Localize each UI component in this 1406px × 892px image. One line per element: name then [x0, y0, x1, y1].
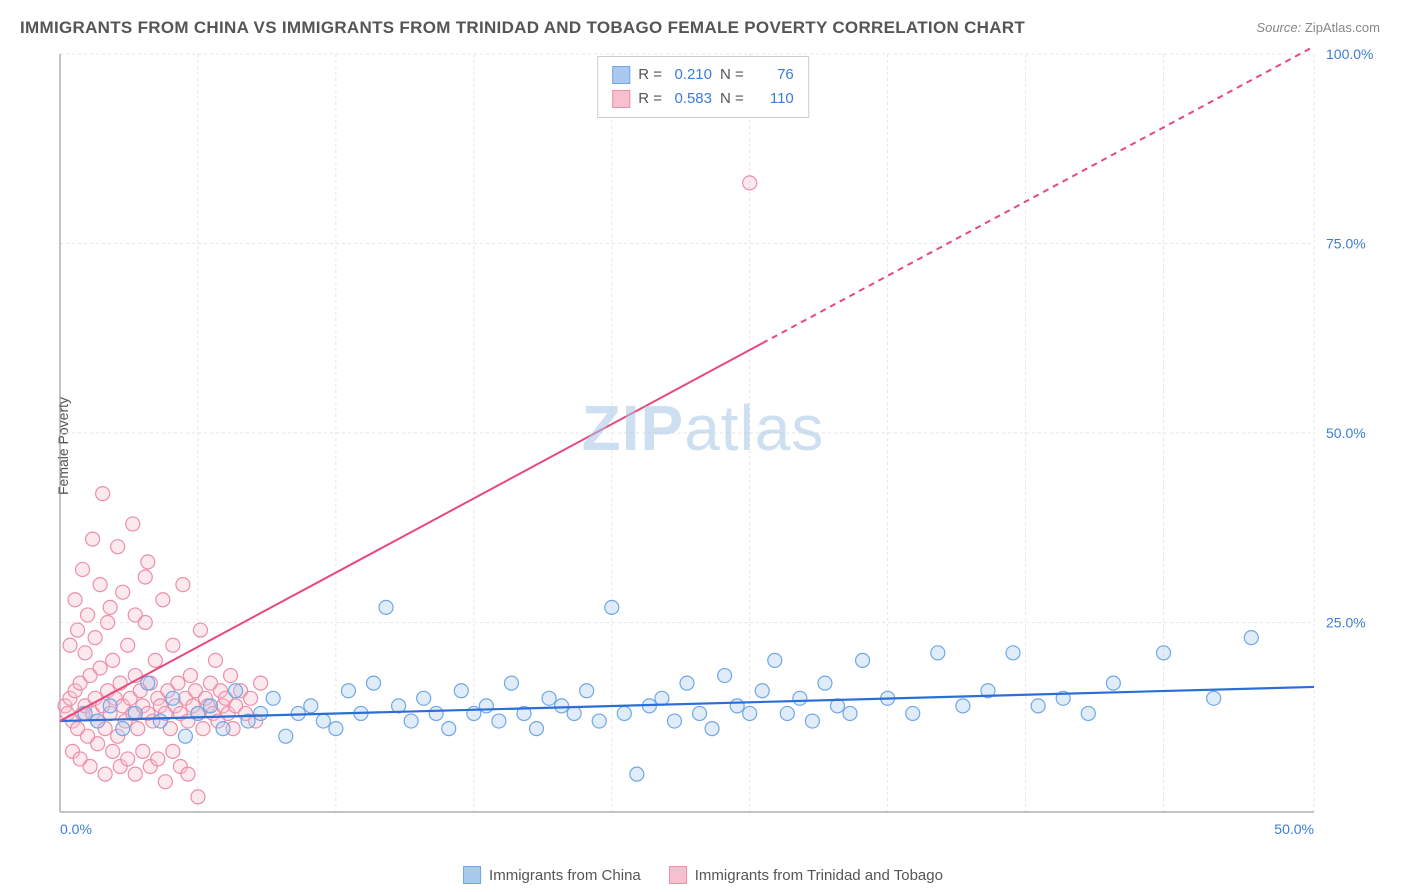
chart-title: IMMIGRANTS FROM CHINA VS IMMIGRANTS FROM…	[20, 18, 1025, 38]
legend-item-1: Immigrants from Trinidad and Tobago	[669, 866, 943, 884]
source-attribution: Source: ZipAtlas.com	[1256, 20, 1380, 35]
stats-legend: R = 0.210 N = 76 R = 0.583 N = 110	[597, 56, 809, 118]
stats-row-1: R = 0.583 N = 110	[612, 87, 794, 111]
stats-swatch-0	[612, 66, 630, 84]
legend-swatch-0	[463, 866, 481, 884]
svg-text:25.0%: 25.0%	[1326, 615, 1366, 631]
stats-r-label-0: R =	[638, 63, 662, 87]
bottom-legend: Immigrants from China Immigrants from Tr…	[463, 866, 943, 884]
svg-text:50.0%: 50.0%	[1274, 821, 1314, 837]
stats-n-val-0: 76	[752, 63, 794, 87]
source-label: Source:	[1256, 20, 1301, 35]
legend-swatch-1	[669, 866, 687, 884]
chart-area: 25.0% 50.0% 75.0% 100.0% 0.0% 50.0%	[54, 48, 1384, 848]
stats-swatch-1	[612, 90, 630, 108]
stats-row-0: R = 0.210 N = 76	[612, 63, 794, 87]
source-value: ZipAtlas.com	[1305, 20, 1380, 35]
svg-text:0.0%: 0.0%	[60, 821, 92, 837]
stats-n-label-1: N =	[720, 87, 744, 111]
stats-r-label-1: R =	[638, 87, 662, 111]
legend-item-0: Immigrants from China	[463, 866, 641, 884]
scatter-chart-svg: 25.0% 50.0% 75.0% 100.0% 0.0% 50.0%	[54, 48, 1384, 848]
svg-text:100.0%: 100.0%	[1326, 48, 1373, 62]
stats-r-val-1: 0.583	[670, 87, 712, 111]
legend-label-0: Immigrants from China	[489, 867, 641, 884]
svg-text:50.0%: 50.0%	[1326, 425, 1366, 441]
svg-text:75.0%: 75.0%	[1326, 236, 1366, 252]
legend-label-1: Immigrants from Trinidad and Tobago	[695, 867, 943, 884]
stats-r-val-0: 0.210	[670, 63, 712, 87]
stats-n-label-0: N =	[720, 63, 744, 87]
stats-n-val-1: 110	[752, 87, 794, 111]
